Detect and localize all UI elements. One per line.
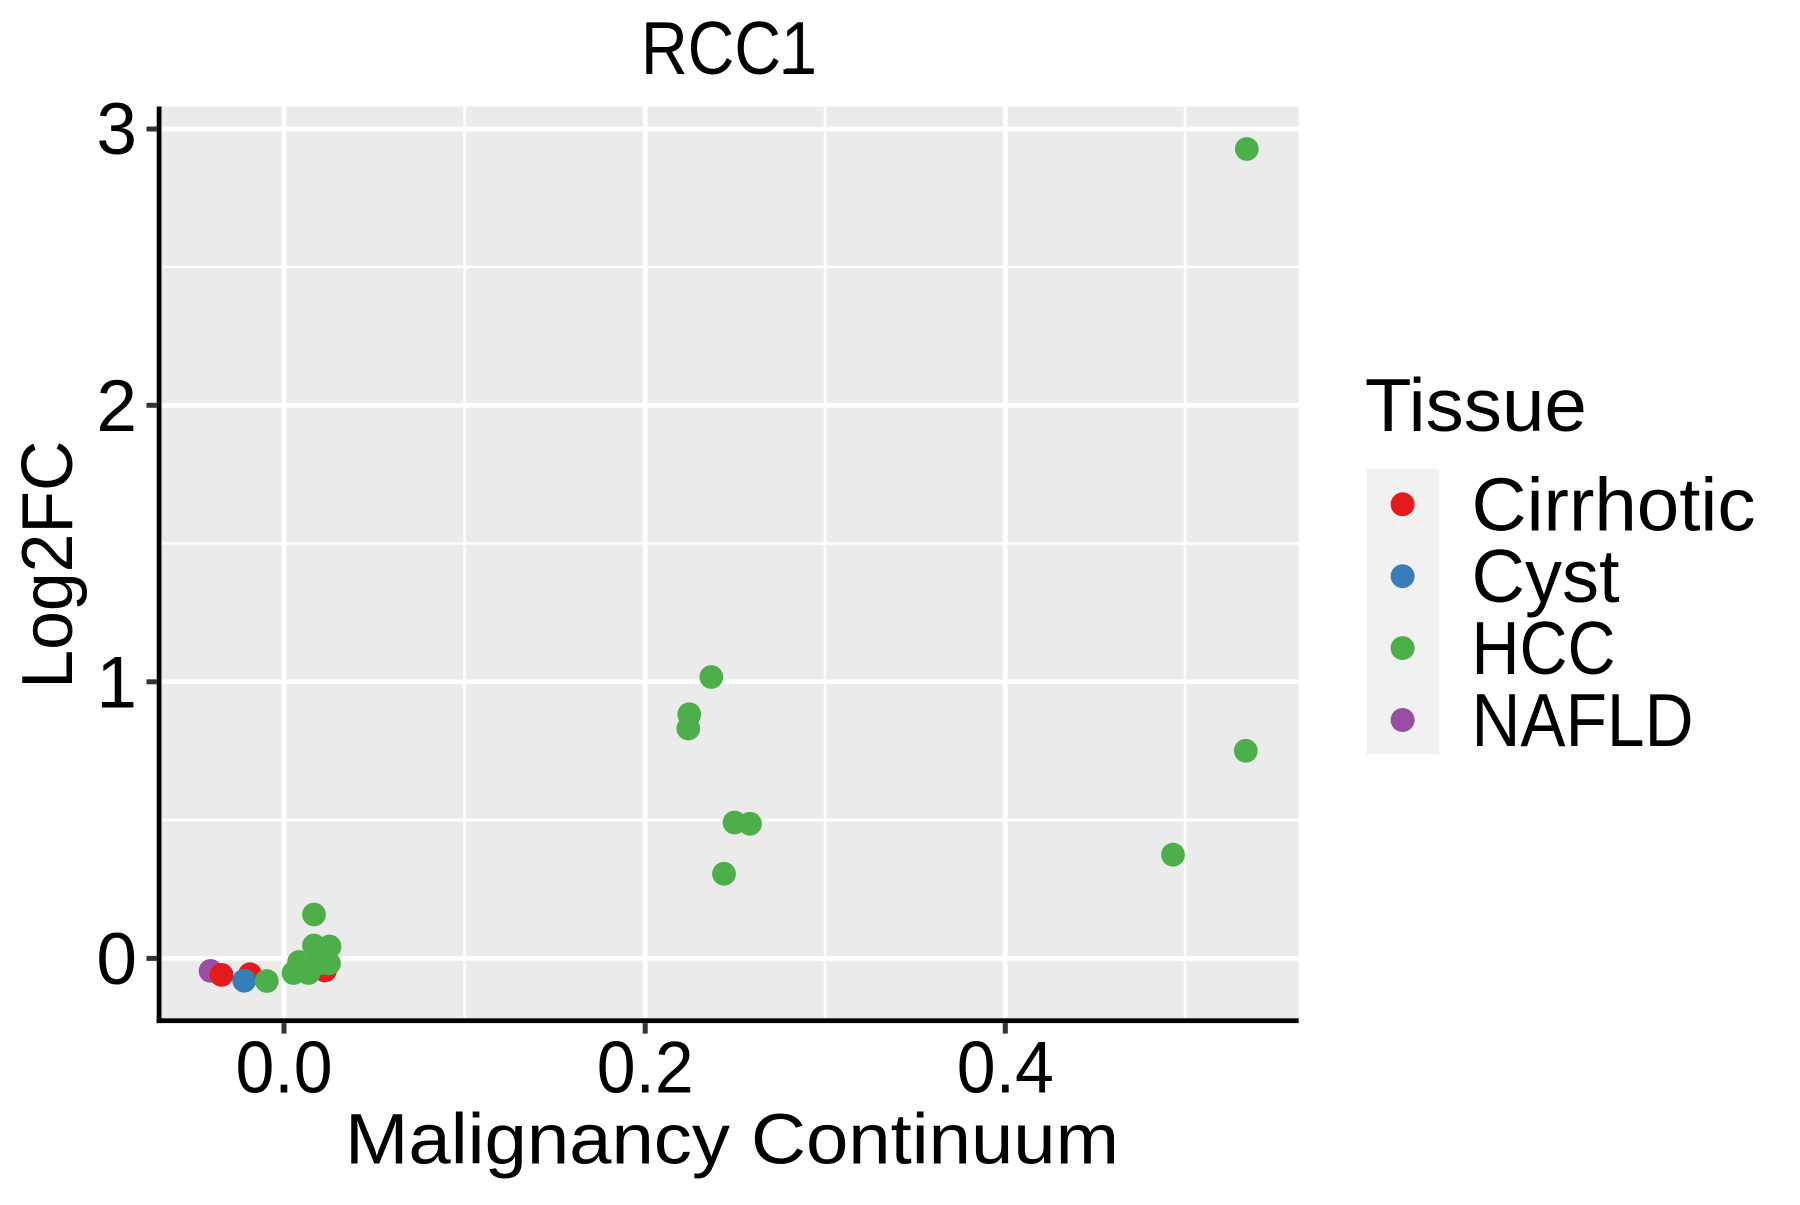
svg-text:Log2FC: Log2FC bbox=[8, 441, 88, 689]
svg-text:HCC: HCC bbox=[1472, 606, 1616, 690]
svg-text:1: 1 bbox=[96, 643, 137, 724]
svg-text:2: 2 bbox=[96, 366, 137, 447]
svg-text:0.4: 0.4 bbox=[957, 1028, 1054, 1109]
svg-text:0: 0 bbox=[96, 919, 137, 1000]
svg-text:Cirrhotic: Cirrhotic bbox=[1472, 462, 1756, 546]
svg-text:Malignancy Continuum: Malignancy Continuum bbox=[345, 1099, 1119, 1179]
svg-text:NAFLD: NAFLD bbox=[1472, 678, 1694, 762]
svg-text:0.2: 0.2 bbox=[597, 1028, 694, 1109]
svg-text:RCC1: RCC1 bbox=[641, 6, 817, 90]
svg-text:Cyst: Cyst bbox=[1472, 534, 1620, 618]
svg-text:Tissue: Tissue bbox=[1365, 363, 1587, 447]
svg-text:3: 3 bbox=[96, 89, 137, 170]
svg-text:0.0: 0.0 bbox=[236, 1028, 333, 1109]
